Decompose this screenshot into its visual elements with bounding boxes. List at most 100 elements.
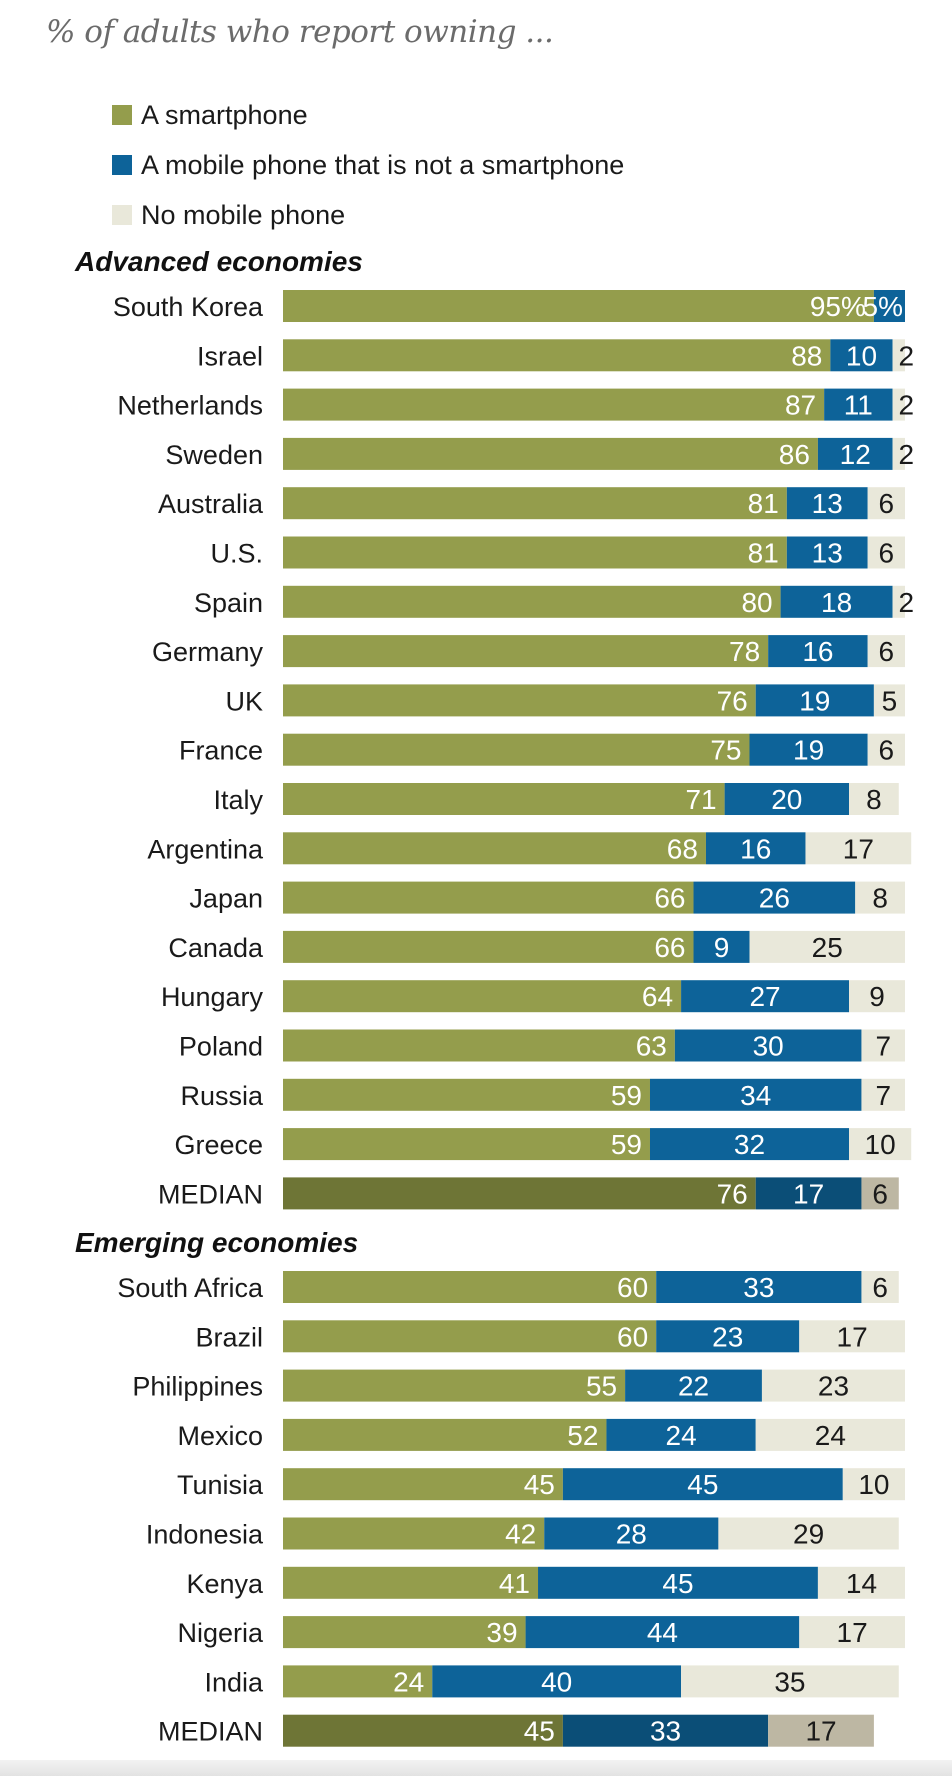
data-label-other-mobile: 30 xyxy=(753,1031,784,1062)
bar-segment-other-mobile xyxy=(755,1177,862,1210)
country-label: South Africa xyxy=(117,1273,264,1303)
group-title: Emerging economies xyxy=(75,1227,358,1258)
data-label-none: 6 xyxy=(872,1178,888,1209)
data-label-other-mobile: 23 xyxy=(712,1321,743,1352)
bar-segment-smartphone xyxy=(283,1271,657,1303)
data-label-other-mobile: 34 xyxy=(740,1080,771,1111)
data-label-none: 8 xyxy=(866,784,882,815)
data-label-other-mobile: 32 xyxy=(734,1129,765,1160)
data-label-smartphone: 42 xyxy=(505,1519,536,1550)
bar-segment-other-mobile xyxy=(681,980,850,1013)
bar-segment-smartphone xyxy=(283,1714,563,1747)
group-title: Advanced economies xyxy=(74,246,363,277)
legend-item-smartphone: A smartphone xyxy=(112,90,624,140)
country-label: India xyxy=(204,1667,264,1697)
bar-segment-none xyxy=(867,536,905,569)
bar-segment-smartphone xyxy=(283,1468,563,1501)
country-label: Australia xyxy=(158,489,264,519)
bar-segment-other-mobile xyxy=(656,1320,800,1353)
data-label-other-mobile: 10 xyxy=(846,340,877,371)
median-label: MEDIAN xyxy=(158,1717,263,1747)
bar-segment-other-mobile xyxy=(786,536,868,569)
country-label: Hungary xyxy=(161,982,264,1012)
bar-segment-smartphone xyxy=(283,536,787,569)
bar-segment-smartphone xyxy=(283,1616,526,1649)
data-label-smartphone: 76 xyxy=(717,1178,748,1209)
data-label-smartphone: 81 xyxy=(748,488,779,519)
legend-swatch-other-mobile xyxy=(112,155,132,175)
bar-segment-other-mobile xyxy=(705,832,806,865)
data-label-other-mobile: 5% xyxy=(863,291,903,322)
country-label: Russia xyxy=(180,1081,264,1111)
bar-segment-other-mobile xyxy=(538,1566,818,1599)
data-label-none: 17 xyxy=(837,1617,868,1648)
data-label-none: 14 xyxy=(846,1568,877,1599)
country-label: Indonesia xyxy=(146,1520,264,1550)
data-label-other-mobile: 16 xyxy=(740,833,771,864)
bar-segment-none xyxy=(867,733,905,766)
bar-segment-other-mobile xyxy=(656,1271,862,1303)
data-label-smartphone: 71 xyxy=(685,784,716,815)
data-label-smartphone: 87 xyxy=(785,390,816,421)
bar-segment-none xyxy=(892,585,905,618)
bar-segment-other-mobile xyxy=(830,339,893,372)
data-label-other-mobile: 26 xyxy=(759,883,790,914)
country-label: Japan xyxy=(189,884,263,914)
data-label-none: 10 xyxy=(858,1469,889,1500)
data-label-other-mobile: 9 xyxy=(714,932,730,963)
data-label-none: 25 xyxy=(812,932,843,963)
bar-segment-smartphone xyxy=(283,1369,626,1402)
bar-segment-none xyxy=(867,635,905,668)
bar-segment-other-mobile xyxy=(625,1369,762,1402)
bar-segment-none xyxy=(861,1078,905,1111)
data-label-smartphone: 81 xyxy=(748,538,779,569)
country-label: Nigeria xyxy=(177,1618,264,1648)
data-label-other-mobile: 33 xyxy=(743,1272,774,1303)
data-label-none: 2 xyxy=(899,439,915,470)
bar-segment-smartphone xyxy=(283,1517,545,1550)
data-label-smartphone: 60 xyxy=(617,1321,648,1352)
bar-segment-other-mobile xyxy=(674,1029,862,1062)
bar-segment-other-mobile xyxy=(649,1078,862,1111)
data-label-none: 5 xyxy=(882,685,898,716)
bar-segment-smartphone xyxy=(283,585,781,618)
bar-segment-smartphone xyxy=(283,1128,650,1161)
data-label-other-mobile: 45 xyxy=(687,1469,718,1500)
bar-segment-other-mobile xyxy=(824,388,893,421)
data-label-other-mobile: 17 xyxy=(793,1178,824,1209)
legend-label-smartphone: A smartphone xyxy=(141,99,308,130)
bar-segment-smartphone xyxy=(283,290,874,322)
country-label: Mexico xyxy=(177,1421,263,1451)
bar-segment-none xyxy=(749,930,905,963)
bar-segment-none xyxy=(755,1418,905,1451)
country-label: Germany xyxy=(152,637,264,667)
data-label-other-mobile: 16 xyxy=(802,636,833,667)
bar-segment-none xyxy=(873,684,905,717)
bar-segment-none xyxy=(761,1369,905,1402)
data-label-smartphone: 24 xyxy=(393,1666,424,1697)
bar-segment-other-mobile xyxy=(724,783,850,815)
bar-segment-smartphone xyxy=(283,635,769,668)
bar-segment-smartphone xyxy=(283,733,750,766)
data-label-other-mobile: 27 xyxy=(749,981,780,1012)
data-label-none: 6 xyxy=(872,1272,888,1303)
bar-segment-smartphone xyxy=(283,339,831,372)
data-label-smartphone: 86 xyxy=(779,439,810,470)
bar-segment-smartphone xyxy=(283,437,818,470)
bar-segment-none xyxy=(849,980,905,1013)
bar-segment-none xyxy=(817,1566,905,1599)
bar-segment-none xyxy=(849,1128,912,1161)
data-label-other-mobile: 45 xyxy=(662,1568,693,1599)
bar-segment-smartphone xyxy=(283,388,825,421)
bar-segment-none xyxy=(861,1029,905,1062)
bar-segment-none xyxy=(681,1665,899,1698)
bar-segment-other-mobile xyxy=(432,1665,682,1698)
data-label-smartphone: 45 xyxy=(524,1469,555,1500)
data-label-none: 2 xyxy=(899,587,915,618)
country-label: Sweden xyxy=(165,440,263,470)
data-label-other-mobile: 18 xyxy=(821,587,852,618)
bar-segment-other-mobile xyxy=(780,585,893,618)
data-label-other-mobile: 19 xyxy=(793,735,824,766)
data-label-other-mobile: 33 xyxy=(650,1716,681,1747)
